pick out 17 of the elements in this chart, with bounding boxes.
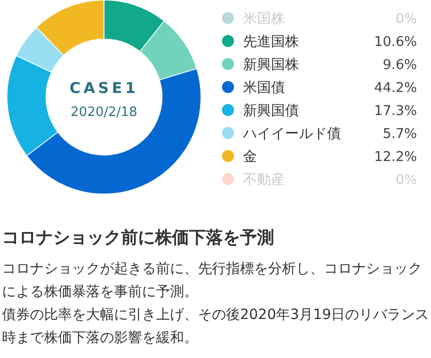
- legend-label: 米国債: [243, 80, 285, 96]
- data-label: 9.6%: [382, 57, 418, 73]
- data-label: 5.7%: [382, 126, 418, 142]
- data-label: 44.2%: [374, 80, 418, 96]
- legend-label: 新興国株: [243, 57, 299, 73]
- data-label: 17.3%: [374, 103, 418, 119]
- text: CASE1: [69, 79, 139, 97]
- legend-label: ハイイールド債: [242, 126, 341, 142]
- legend-label: 金: [243, 149, 257, 165]
- data-label: 10.6%: [374, 34, 418, 50]
- legend-label: 先進国株: [243, 34, 299, 50]
- text: 債券の比率を大幅に引き上げ、その後2020年3月19日のリバランス時まで株価下落の影響を緩和。: [2, 306, 430, 348]
- legend-label: 新興国債: [243, 103, 299, 119]
- data-label: 12.2%: [374, 149, 418, 165]
- text: 2020/2/18: [70, 105, 138, 120]
- text: コロナショック前に株価下落を予測: [2, 227, 275, 250]
- text: コロナショックが起きる前に、先行指標を分析し、コロナショックによる株価暴落を事前に予測。: [2, 260, 423, 302]
